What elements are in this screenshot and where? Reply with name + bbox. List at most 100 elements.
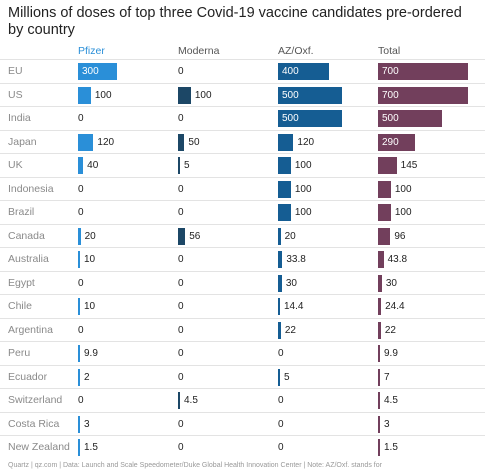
- table-row: Australia 10 0 33.8 43.8: [0, 247, 485, 272]
- value-label: 0: [278, 418, 284, 430]
- value-label: 4.5: [384, 395, 398, 406]
- value-label: 100: [294, 183, 312, 195]
- value-label: 120: [297, 136, 315, 148]
- value-label: 0: [78, 277, 84, 289]
- country-label: Peru: [8, 347, 31, 359]
- value-label: 0: [178, 324, 184, 336]
- value-label: 2: [84, 371, 90, 383]
- table-row: Costa Rica 3 0 0 3: [0, 411, 485, 437]
- value-label: 0: [278, 348, 284, 359]
- table-row: Argentina 0 0 22 22: [0, 317, 485, 343]
- value-label: 0: [178, 277, 184, 289]
- column-header-total: Total: [378, 45, 401, 57]
- table-row: Ecuador 2 0 5 7: [0, 364, 485, 390]
- value-label: 700: [382, 89, 399, 101]
- value-label: 96: [394, 230, 406, 242]
- column-header-az-oxf: AZ/Oxf.: [278, 45, 314, 57]
- value-label: 43.8: [387, 254, 408, 265]
- value-label: 1.5: [84, 442, 98, 453]
- table-row: Japan 120 50 120 290: [0, 129, 485, 155]
- country-label: Chile: [8, 300, 32, 312]
- table-row: Canada 20 56 20 96: [0, 223, 485, 249]
- country-label: US: [8, 88, 23, 101]
- value-label: 0: [178, 254, 184, 265]
- bar-total: [378, 204, 391, 221]
- bar-az-oxf: [278, 157, 291, 174]
- value-label: 0: [78, 183, 84, 195]
- table-row: Peru 9.9 0 0 9.9: [0, 341, 485, 366]
- value-label: 0: [178, 442, 184, 453]
- bar-az-oxf: [278, 227, 281, 245]
- value-label: 0: [178, 371, 184, 383]
- value-label: 0: [278, 442, 284, 453]
- bar-pfizer: [78, 227, 81, 245]
- value-label: 22: [284, 324, 296, 336]
- bar-total: [378, 110, 443, 127]
- value-label: 9.9: [384, 348, 398, 359]
- value-label: 40: [87, 160, 99, 171]
- value-label: 3: [384, 418, 390, 430]
- table-row: Brazil 0 0 100 100: [0, 200, 485, 225]
- bar-az-oxf: [278, 133, 294, 151]
- bar-total: [378, 251, 384, 268]
- table-row: EU 300 0 400 700: [0, 59, 485, 84]
- bar-pfizer: [78, 368, 80, 386]
- bar-pfizer: [78, 86, 91, 104]
- bar-total: [378, 274, 382, 292]
- value-label: 100: [94, 89, 112, 101]
- bar-total: [378, 368, 380, 386]
- value-label: 0: [178, 418, 184, 430]
- value-label: 24.4: [385, 301, 405, 312]
- bar-total: [378, 415, 380, 433]
- bar-az-oxf: [278, 180, 291, 198]
- value-label: 290: [382, 136, 399, 148]
- value-label: 0: [178, 301, 184, 312]
- bar-pfizer: [78, 133, 94, 151]
- value-label: 100: [394, 183, 412, 195]
- bar-total: [378, 133, 416, 151]
- value-label: 5: [184, 160, 190, 171]
- chart-title: Millions of doses of top three Covid-19 …: [8, 5, 462, 38]
- value-label: 50: [188, 136, 200, 148]
- value-label: 0: [178, 348, 184, 359]
- country-label: Indonesia: [8, 182, 54, 195]
- value-label: 10: [84, 254, 96, 265]
- bar-az-oxf: [278, 251, 283, 268]
- value-label: 100: [294, 207, 312, 218]
- country-label: Egypt: [8, 276, 35, 289]
- table-row: India 0 0 500 500: [0, 106, 485, 131]
- country-label: Canada: [8, 229, 45, 242]
- bar-pfizer: [78, 63, 117, 80]
- value-label: 1.5: [384, 442, 398, 453]
- value-label: 14.4: [284, 301, 304, 312]
- value-label: 7: [384, 371, 390, 383]
- bar-az-oxf: [278, 86, 343, 104]
- value-label: 120: [97, 136, 115, 148]
- value-label: 9.9: [84, 348, 98, 359]
- country-label: Costa Rica: [8, 417, 60, 430]
- bar-moderna: [178, 157, 180, 174]
- value-label: 3: [84, 418, 90, 430]
- value-label: 30: [285, 277, 297, 289]
- bar-az-oxf: [278, 368, 280, 386]
- country-label: UK: [8, 159, 23, 171]
- bar-pfizer: [78, 251, 80, 268]
- country-label: Argentina: [8, 323, 53, 336]
- country-label: Ecuador: [8, 370, 48, 383]
- value-label: 0: [278, 395, 284, 406]
- table-row: New Zealand 1.5 0 0 1.5: [0, 435, 485, 460]
- bar-az-oxf: [278, 274, 282, 292]
- country-label: EU: [8, 65, 23, 77]
- bar-moderna: [178, 392, 180, 409]
- value-label: 33.8: [286, 254, 306, 265]
- bar-az-oxf: [278, 298, 280, 315]
- bar-total: [378, 63, 468, 80]
- table-row: US 100 100 500 700: [0, 82, 485, 108]
- value-label: 700: [382, 66, 399, 77]
- bar-pfizer: [78, 439, 80, 456]
- value-label: 100: [294, 160, 312, 171]
- value-label: 0: [178, 66, 184, 77]
- table-row: UK 40 5 100 145: [0, 153, 485, 178]
- table-row: Egypt 0 0 30 30: [0, 270, 485, 296]
- value-label: 20: [84, 230, 96, 242]
